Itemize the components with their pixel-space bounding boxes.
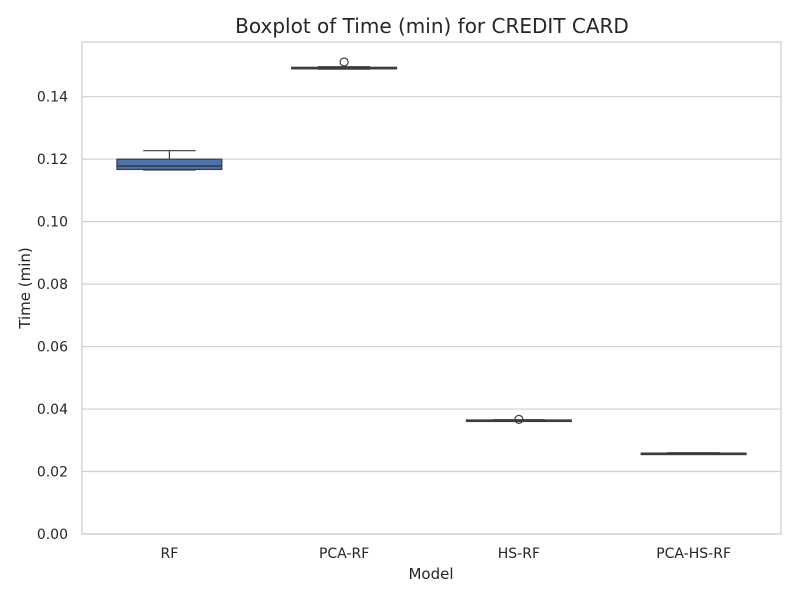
x-tick-label: PCA-HS-RF — [656, 546, 731, 562]
y-tick-label: 0.00 — [37, 527, 68, 543]
y-tick-label: 0.02 — [37, 465, 68, 481]
box-rf — [116, 150, 223, 171]
plot-frame — [81, 41, 782, 535]
box-hs-rf — [465, 414, 572, 424]
y-tick-label: 0.06 — [37, 340, 68, 356]
outlier-point — [339, 57, 349, 67]
box-pca-rf — [291, 57, 398, 70]
y-tick-labels: 0.00 0.02 0.04 0.06 0.08 0.10 0.12 0.14 — [37, 90, 68, 543]
x-tick-label: PCA-RF — [319, 546, 369, 562]
chart-title: Boxplot of Time (min) for CREDIT CARD — [235, 14, 629, 38]
y-axis-label: Time (min) — [16, 247, 34, 329]
y-tick-label: 0.10 — [37, 215, 68, 231]
outlier-point — [514, 414, 524, 424]
x-tick-labels: RF PCA-RF HS-RF PCA-HS-RF — [160, 546, 731, 562]
y-tick-label: 0.14 — [37, 90, 68, 106]
box-pca-hs-rf — [640, 452, 747, 456]
x-axis-label: Model — [408, 565, 453, 583]
box-iqr — [116, 158, 223, 171]
x-tick-label: HS-RF — [498, 546, 540, 562]
boxes — [116, 57, 747, 456]
y-tick-label: 0.12 — [37, 152, 68, 168]
y-tick-label: 0.04 — [37, 402, 68, 418]
y-tick-label: 0.08 — [37, 277, 68, 293]
x-tick-label: RF — [160, 546, 178, 562]
